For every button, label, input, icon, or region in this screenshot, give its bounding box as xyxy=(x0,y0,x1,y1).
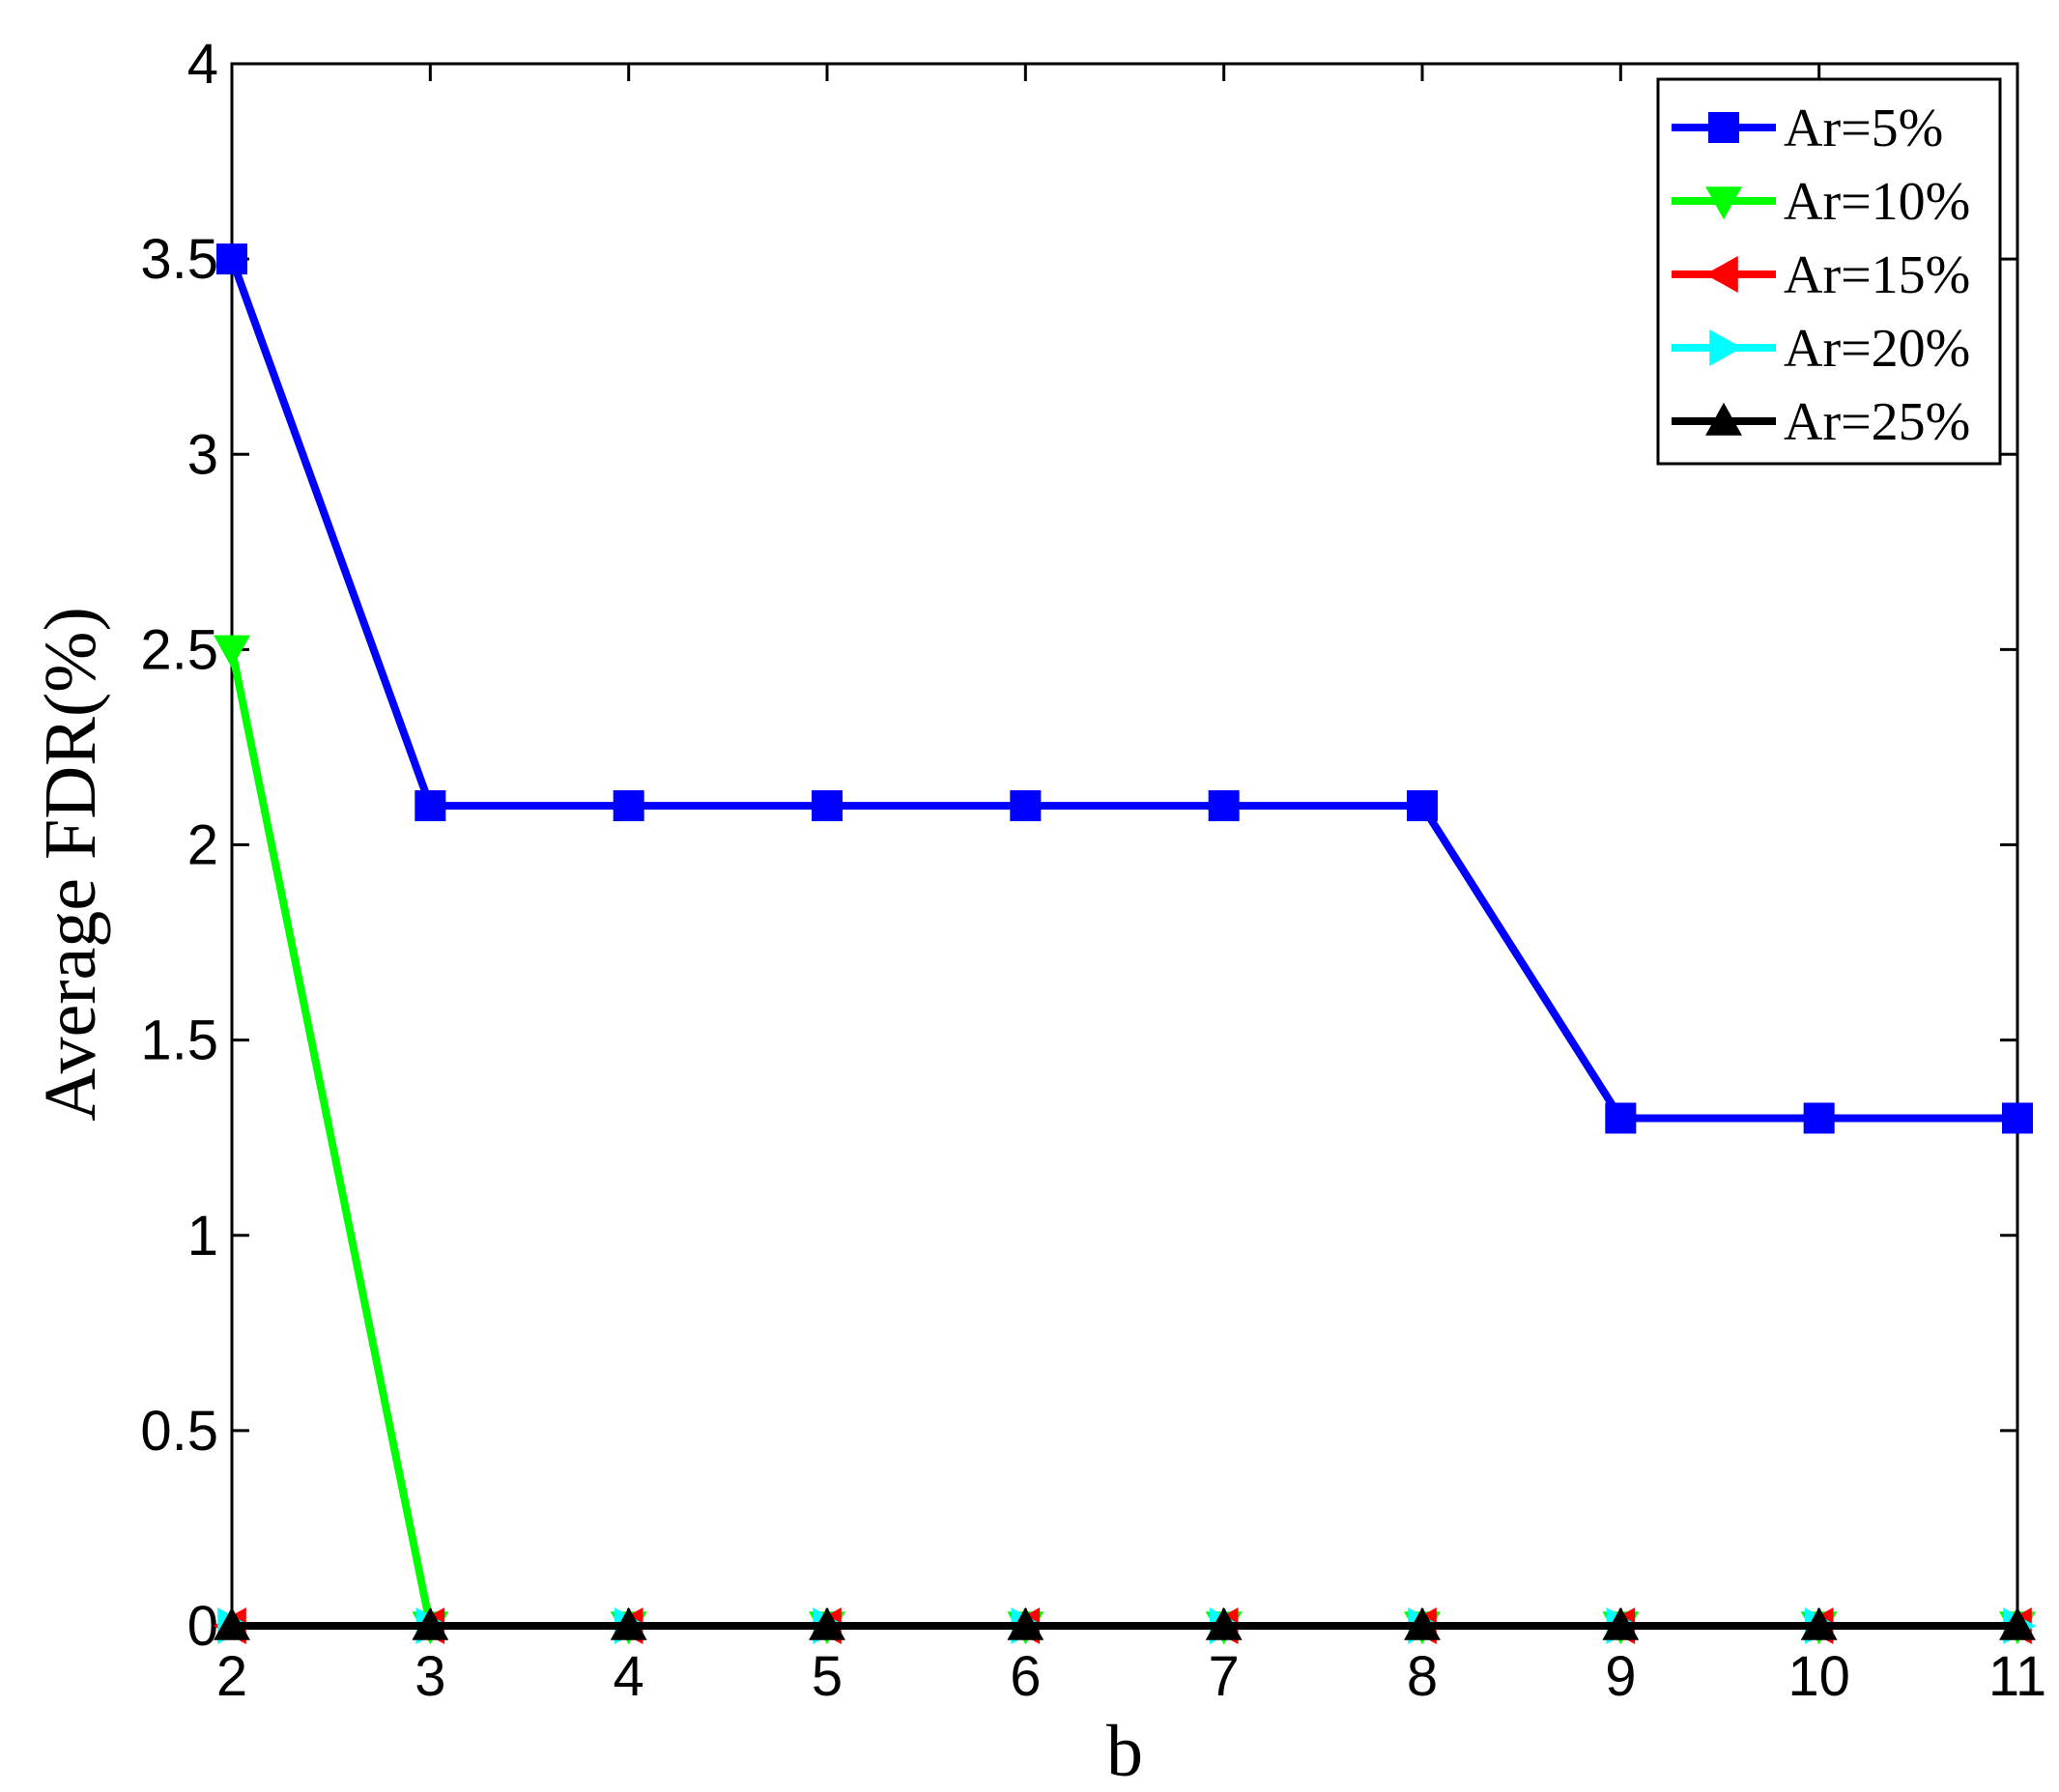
y-tick-label: 3.5 xyxy=(140,228,218,291)
legend-label: Ar=10% xyxy=(1784,172,1970,232)
x-tick-label: 9 xyxy=(1605,1645,1636,1708)
data-point xyxy=(1602,1607,1640,1640)
legend-label: Ar=5% xyxy=(1784,99,1943,158)
legend-item: Ar=10% xyxy=(1672,172,1970,232)
data-point xyxy=(1800,1607,1838,1640)
y-tick-label: 2 xyxy=(187,814,218,877)
data-point xyxy=(214,1607,250,1640)
series-1 xyxy=(216,243,2033,1134)
legend-label: Ar=25% xyxy=(1784,392,1970,452)
x-tick-label: 6 xyxy=(1010,1645,1041,1708)
data-point xyxy=(812,790,843,822)
y-tick-label: 0.5 xyxy=(140,1400,218,1463)
data-point xyxy=(613,790,644,822)
data-point xyxy=(1404,1607,1441,1640)
y-tick-label: 0 xyxy=(187,1595,218,1658)
data-point xyxy=(1407,790,1438,822)
data-point xyxy=(412,1607,449,1640)
x-tick-label: 2 xyxy=(216,1645,247,1708)
data-point xyxy=(214,635,250,668)
data-point xyxy=(1605,1102,1637,1134)
data-point xyxy=(1205,1607,1243,1640)
y-tick-label: 1 xyxy=(187,1205,218,1267)
data-point xyxy=(1007,1607,1044,1640)
data-point xyxy=(415,790,446,822)
series-layer xyxy=(213,243,2037,1645)
legend-label: Ar=20% xyxy=(1784,319,1970,379)
legend-item: Ar=25% xyxy=(1672,392,1970,452)
legend-item: Ar=15% xyxy=(1672,245,1970,305)
legend-marker xyxy=(1709,329,1743,366)
y-tick-label: 2.5 xyxy=(140,618,218,681)
data-point xyxy=(1010,790,1042,822)
legend: Ar=5% Ar=10% Ar=15% Ar=20% Ar=25% xyxy=(1656,77,2002,466)
data-point xyxy=(1803,1102,1835,1134)
legend-marker xyxy=(1705,402,1742,436)
series-line xyxy=(228,257,2017,1123)
legend-item: Ar=20% xyxy=(1672,319,1970,379)
y-tick-label: 1.5 xyxy=(140,1010,218,1072)
legend-marker xyxy=(1705,186,1742,220)
x-tick-label: 10 xyxy=(1787,1645,1850,1708)
x-tick-label: 3 xyxy=(415,1645,445,1708)
y-tick-label: 3 xyxy=(187,423,218,486)
x-tick-label: 4 xyxy=(614,1645,644,1708)
legend-label: Ar=15% xyxy=(1784,245,1970,305)
data-point xyxy=(2002,1102,2033,1134)
legend-marker xyxy=(1708,112,1739,143)
x-tick-label: 11 xyxy=(1988,1645,2046,1708)
y-axis-title: Average FDR(%) xyxy=(30,607,111,1122)
legend-item: Ar=5% xyxy=(1672,99,1943,158)
legend-marker xyxy=(1704,256,1738,293)
y-tick-label: 4 xyxy=(187,33,218,96)
series-5 xyxy=(214,1607,2036,1640)
data-point xyxy=(1208,790,1240,822)
data-point xyxy=(1999,1607,2036,1640)
x-tick-label: 5 xyxy=(812,1645,843,1708)
data-point xyxy=(809,1607,845,1640)
data-point xyxy=(610,1607,647,1640)
x-axis-title: b xyxy=(1106,1711,1143,1792)
x-tick-label: 8 xyxy=(1407,1645,1438,1708)
x-tick-label: 7 xyxy=(1209,1645,1240,1708)
data-point xyxy=(216,243,247,275)
y-axis-ticks: 0 0.5 1 1.5 2 2.5 3 3.5 4 xyxy=(140,33,2017,1658)
